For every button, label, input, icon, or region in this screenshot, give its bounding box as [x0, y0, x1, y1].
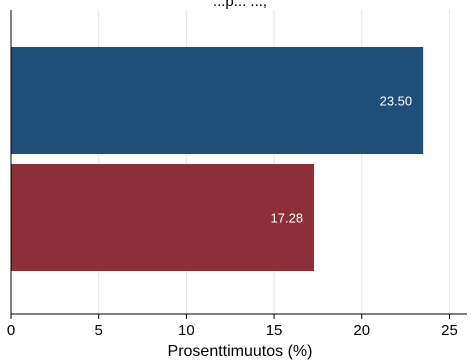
bar-value-label: 17.28 — [271, 211, 304, 226]
bar — [11, 47, 424, 154]
bar-value-label: 23.50 — [380, 94, 413, 109]
bars: 23.50 17.28 — [11, 47, 424, 271]
x-tick-label: 0 — [7, 322, 15, 339]
x-tick-label: 20 — [353, 322, 370, 339]
x-axis-title: Prosenttimuutos (%) — [168, 343, 313, 360]
chart-title: ...p... ..., — [213, 0, 267, 10]
x-tick-label: 5 — [95, 322, 103, 339]
x-axis-ticks: 0 5 10 15 20 25 — [7, 314, 458, 339]
x-tick-label: 25 — [441, 322, 458, 339]
bar — [11, 164, 315, 271]
x-tick-label: 10 — [178, 322, 195, 339]
x-tick-label: 15 — [266, 322, 283, 339]
